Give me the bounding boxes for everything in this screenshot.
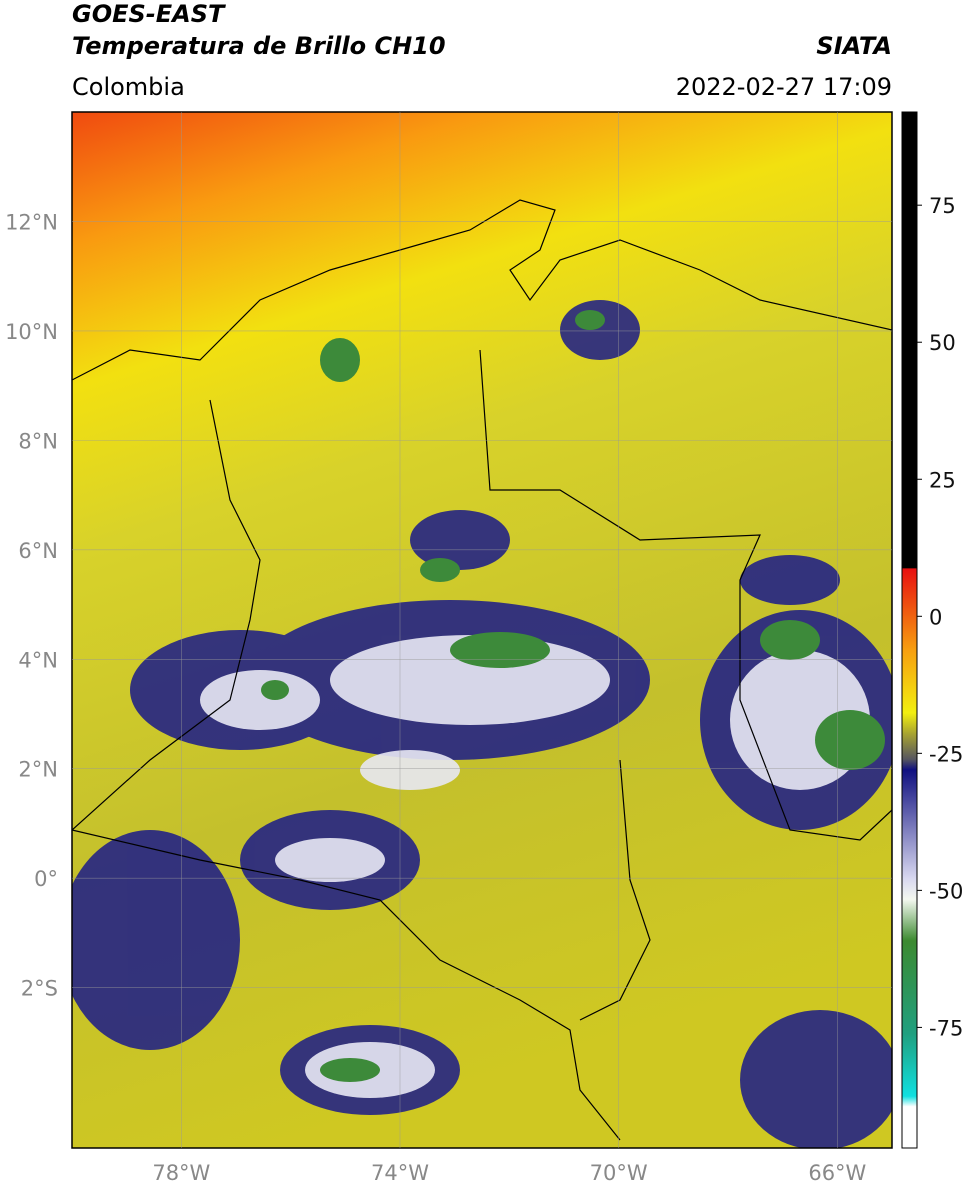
colorbar-tick-label: -75 <box>929 1016 963 1040</box>
lat-tick-label: 12°N <box>5 210 58 234</box>
colorbar-tick-label: -25 <box>929 742 963 766</box>
colorbar-tick-label: 50 <box>929 331 956 355</box>
colorbar <box>901 111 918 1149</box>
lon-tick-label: 74°W <box>371 1161 429 1185</box>
lat-tick-label: 4°N <box>18 648 58 672</box>
map-imagery <box>72 112 892 1148</box>
lat-tick-label: 8°N <box>18 429 58 453</box>
lon-tick-label: 78°W <box>152 1161 210 1185</box>
map-frame <box>71 111 893 1149</box>
lat-tick-label: 10°N <box>5 320 58 344</box>
colorbar-tick-label: -50 <box>929 879 963 903</box>
title: GOES-EAST <box>72 0 226 28</box>
lon-tick-label: 66°W <box>808 1161 866 1185</box>
source: SIATA <box>816 32 892 60</box>
subtitle: Temperatura de Brillo CH10 <box>72 32 446 60</box>
lat-tick-label: 2°S <box>21 977 58 1001</box>
lat-tick-label: 0° <box>34 867 58 891</box>
borders <box>72 199 892 1141</box>
colorbar-tick-label: 25 <box>929 468 956 492</box>
timestamp: 2022-02-27 17:09 <box>676 73 892 101</box>
coldest-clouds <box>261 310 885 1082</box>
lon-tick-label: 70°W <box>590 1161 648 1185</box>
colorbar-tick-label: 0 <box>929 605 942 629</box>
lat-tick-label: 6°N <box>18 539 58 563</box>
colorbar-tick-label: 75 <box>929 194 956 218</box>
lat-tick-label: 2°N <box>18 758 58 782</box>
region: Colombia <box>72 73 185 101</box>
